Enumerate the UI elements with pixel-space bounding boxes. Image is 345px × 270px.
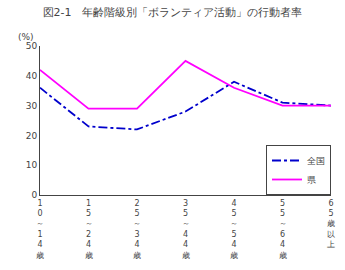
svg-text:0: 0 — [31, 190, 37, 200]
svg-text:25～34歳: 25～34歳 — [133, 199, 141, 260]
svg-text:65歳以上: 65歳以上 — [327, 199, 335, 250]
svg-text:35～44歳: 35～44歳 — [182, 199, 190, 260]
svg-text:15～24歳: 15～24歳 — [85, 199, 93, 260]
svg-text:全国: 全国 — [307, 156, 325, 166]
svg-text:10: 10 — [26, 160, 38, 170]
svg-text:50: 50 — [26, 41, 38, 51]
svg-text:10～14歳: 10～14歳 — [36, 199, 44, 260]
svg-text:40: 40 — [26, 71, 38, 81]
svg-text:55～64歳: 55～64歳 — [279, 199, 287, 260]
svg-text:20: 20 — [26, 131, 38, 141]
svg-text:図2-1 年齢階級別「ボランティア活動」の行動者率: 図2-1 年齢階級別「ボランティア活動」の行動者率 — [43, 6, 303, 19]
svg-text:30: 30 — [26, 101, 38, 111]
svg-text:県: 県 — [307, 175, 316, 185]
svg-text:45～54歳: 45～54歳 — [230, 199, 238, 260]
svg-text:(%): (%) — [18, 32, 34, 42]
